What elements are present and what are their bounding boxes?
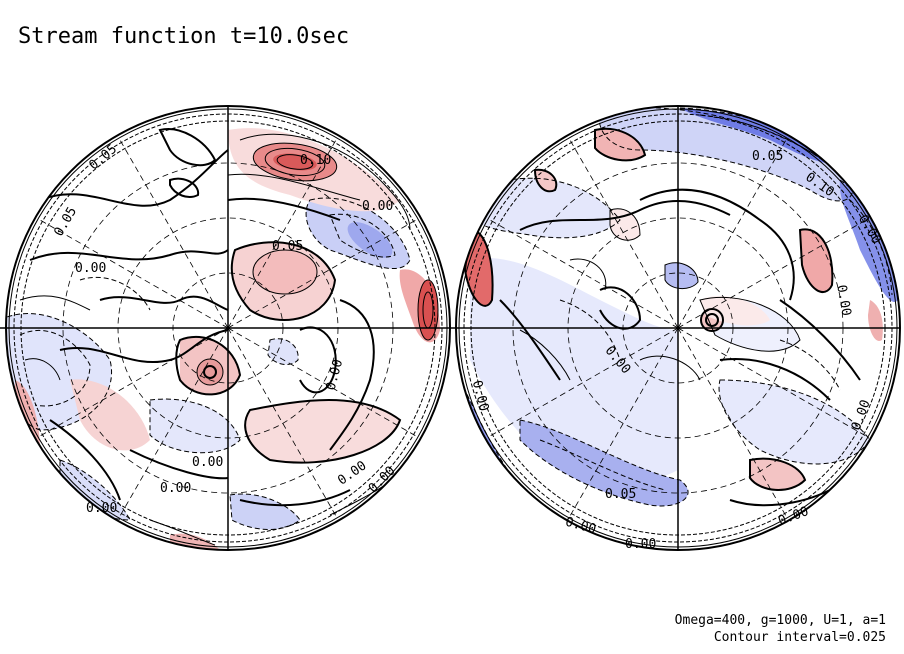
right-shading [458,107,899,543]
left-pos-core-east [418,280,438,340]
left-neg-core-ne [347,222,393,258]
left-hemisphere: 0.05 0.10 0.00 0.05 0.00 0.00 0.00 0.00 … [0,105,456,551]
parameter-annotation: Omega=400, g=1000, U=1, a=1 Contour inte… [675,612,886,646]
right-pos-region-east [800,229,833,293]
contour-label: 0.00 [833,284,853,317]
contour-label: 0.00 [362,199,393,214]
contour-label: 0.00 [849,398,874,433]
right-neg-region-north [599,107,853,201]
right-pos-region-west-edge [465,229,493,306]
contour-label: 0.00 [75,261,106,276]
contour-interval-text: Contour interval=0.025 [713,630,886,645]
right-neg-region-east [839,180,898,302]
contour-label: 0.00 [192,455,223,470]
right-pos-region-se [750,458,805,490]
left-pos-core-center [197,359,223,385]
contour-label: 0.00 [324,358,347,392]
contour-label: 0.05 [752,149,783,164]
left-pos-core-mid [253,250,317,294]
contour-label: 0.00 [160,481,191,496]
right-neg-region-center [665,262,698,289]
contour-label: 0.05 [605,487,636,502]
left-neg-region-south [150,399,240,453]
left-neg-region-sw [60,460,130,520]
contour-label: 0.00 [366,464,399,497]
contour-label: 0.05 [52,205,81,240]
right-hemisphere: 0.05 0.10 0.00 0.00 0.00 0.00 0.00 0.05 … [455,105,901,552]
right-neg-region-se [719,380,870,464]
right-pos-region-east-edge [868,300,883,341]
left-neg-region-center [268,338,299,365]
left-pos-region-se [245,400,400,463]
contour-label: 0.10 [300,153,331,168]
figure-title: Stream function t=10.0sec [18,24,350,49]
contour-label: 0.00 [564,515,598,538]
contour-label: 0.05 [272,239,303,254]
left-pos-region-west [70,379,150,451]
left-neg-region-bottom [230,494,300,530]
parameters-text: Omega=400, g=1000, U=1, a=1 [674,613,886,628]
right-neg-region-north-strong [680,108,840,164]
right-pos-region-north [595,128,645,161]
contour-label: 0.00 [625,537,656,552]
contour-label: 0.00 [86,501,117,516]
